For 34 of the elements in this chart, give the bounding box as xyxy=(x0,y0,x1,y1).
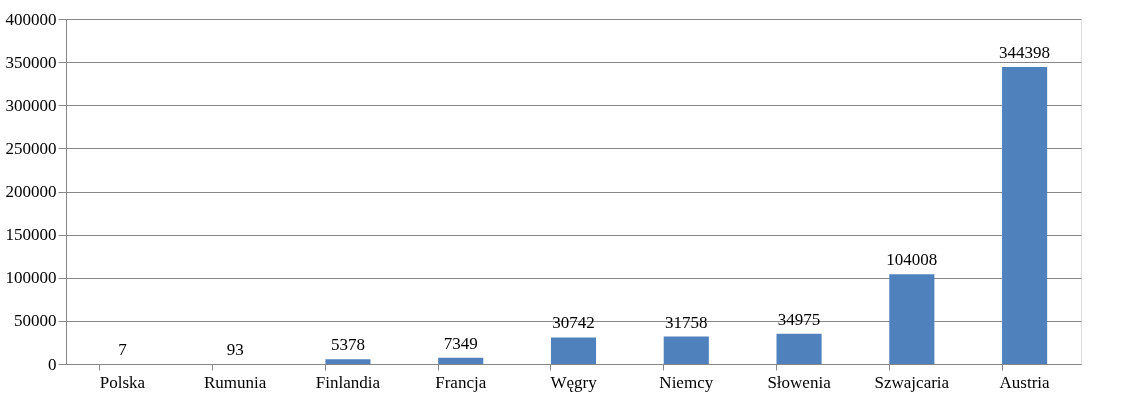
x-tick-label: Węgry xyxy=(550,372,598,392)
data-label: 30742 xyxy=(552,313,595,333)
y-tick-label: 200000 xyxy=(5,182,57,201)
x-tick-label: Finlandia xyxy=(315,372,381,392)
x-tick-label: Austria xyxy=(999,372,1051,392)
data-label: 7 xyxy=(118,339,128,359)
y-tick-label: 300000 xyxy=(5,95,57,115)
data-label: 31758 xyxy=(665,312,708,332)
bar xyxy=(438,357,484,364)
data-label: 7349 xyxy=(443,333,478,353)
x-tick-label: Słowenia xyxy=(767,372,832,392)
bar xyxy=(550,337,597,364)
bar xyxy=(1002,66,1048,364)
bar xyxy=(776,333,822,364)
x-tick-label: Polska xyxy=(99,372,146,392)
data-label: 5378 xyxy=(330,335,365,355)
data-label: 93 xyxy=(226,339,244,359)
y-tick-label: 50000 xyxy=(14,311,57,331)
y-tick-label: 350000 xyxy=(5,52,57,72)
bar xyxy=(325,359,371,364)
x-tick-label: Szwajcaria xyxy=(874,372,950,392)
x-tick-label: Rumunia xyxy=(203,372,267,392)
bar xyxy=(889,274,935,364)
data-label: 344398 xyxy=(999,42,1051,62)
x-tick-label: Francja xyxy=(435,372,487,392)
y-tick-label: 100000 xyxy=(5,268,57,288)
y-tick-label: 250000 xyxy=(5,138,57,158)
y-tick-label: 0 xyxy=(48,354,57,374)
data-label: 104008 xyxy=(886,250,938,270)
bar xyxy=(663,336,709,364)
y-tick-label: 400000 xyxy=(5,9,57,29)
data-label: 34975 xyxy=(777,309,821,329)
y-tick-label: 150000 xyxy=(5,225,57,245)
x-tick-label: Niemcy xyxy=(659,372,714,392)
